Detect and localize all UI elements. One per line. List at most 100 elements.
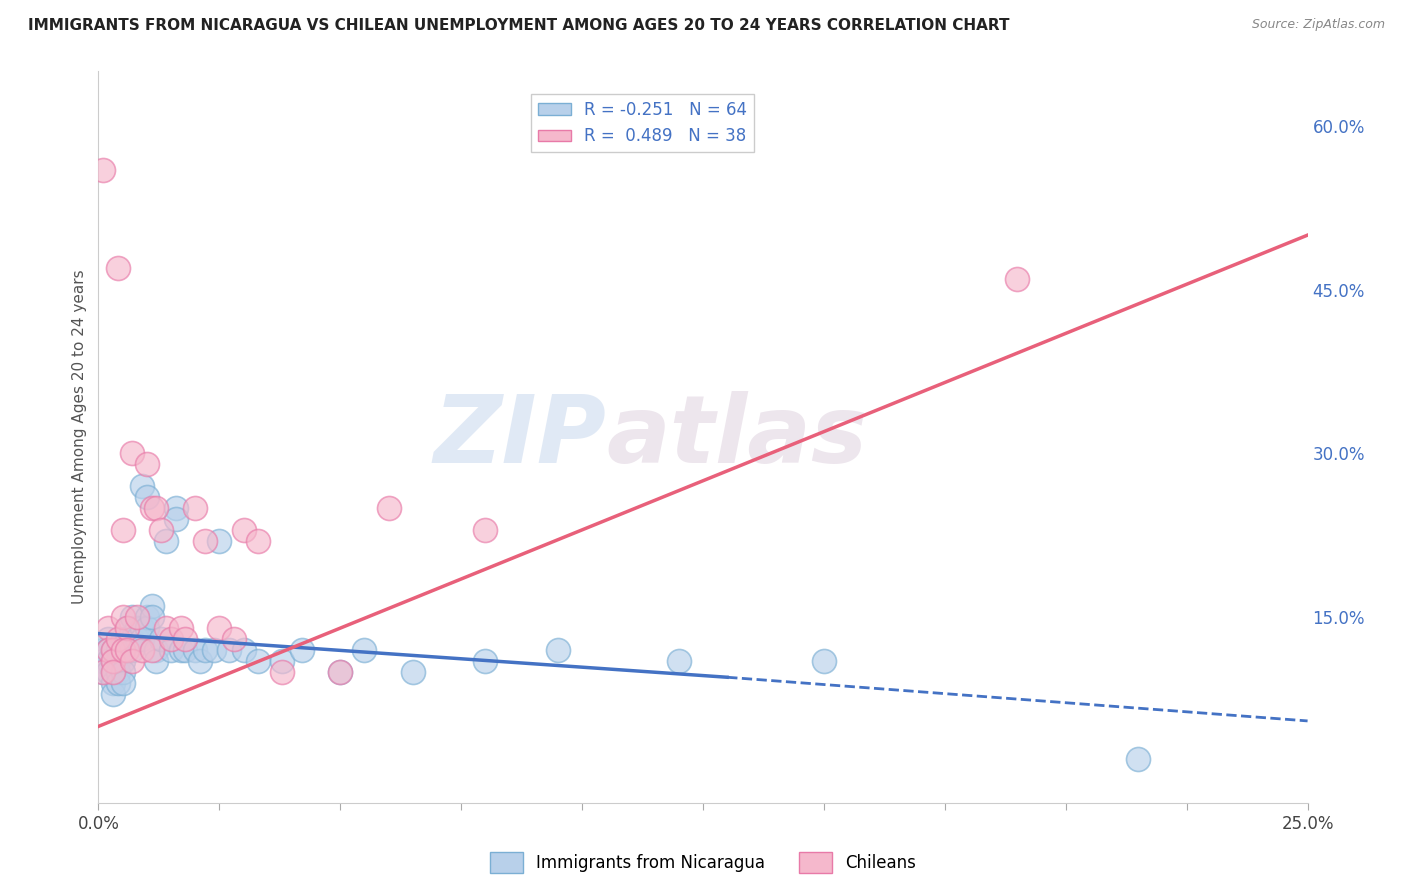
Legend: Immigrants from Nicaragua, Chileans: Immigrants from Nicaragua, Chileans [484, 846, 922, 880]
Point [107, 260, 129, 275]
Point [377, 501, 399, 516]
Point [271, 654, 294, 668]
Point [97, 643, 120, 657]
Point [127, 610, 149, 624]
Point [329, 665, 352, 679]
Point [111, 610, 134, 624]
Point [174, 643, 197, 657]
Point [208, 621, 231, 635]
Point [111, 632, 134, 646]
Point [101, 687, 124, 701]
Point [474, 523, 496, 537]
Point [353, 643, 375, 657]
Point [101, 654, 124, 668]
Point [135, 621, 157, 635]
Point [141, 610, 163, 624]
Point [174, 632, 197, 646]
Point [402, 665, 425, 679]
Point [165, 501, 187, 516]
Legend: R = -0.251   N = 64, R =  0.489   N = 38: R = -0.251 N = 64, R = 0.489 N = 38 [531, 95, 754, 152]
Point [97, 654, 120, 668]
Point [141, 643, 163, 657]
Point [91, 665, 114, 679]
Point [117, 643, 139, 657]
Point [194, 643, 217, 657]
Point [150, 632, 173, 646]
Point [107, 654, 129, 668]
Point [101, 643, 124, 657]
Point [111, 654, 134, 668]
Point [218, 643, 240, 657]
Point [121, 610, 143, 624]
Point [107, 665, 129, 679]
Point [131, 643, 153, 657]
Point [91, 162, 114, 177]
Point [169, 621, 191, 635]
Point [97, 665, 120, 679]
Point [91, 654, 114, 668]
Point [160, 643, 183, 657]
Point [290, 643, 312, 657]
Point [169, 643, 191, 657]
Point [184, 501, 207, 516]
Point [111, 675, 134, 690]
Point [101, 675, 124, 690]
Point [271, 665, 294, 679]
Point [247, 533, 270, 548]
Point [194, 533, 217, 548]
Point [232, 523, 254, 537]
Point [131, 621, 153, 635]
Point [813, 654, 835, 668]
Point [131, 479, 153, 493]
Point [121, 654, 143, 668]
Point [101, 654, 124, 668]
Point [141, 501, 163, 516]
Point [135, 490, 157, 504]
Point [141, 599, 163, 614]
Point [107, 632, 129, 646]
Point [131, 632, 153, 646]
Point [121, 446, 143, 460]
Point [474, 654, 496, 668]
Point [145, 643, 167, 657]
Point [247, 654, 270, 668]
Point [232, 643, 254, 657]
Point [107, 675, 129, 690]
Point [97, 632, 120, 646]
Point [127, 621, 149, 635]
Point [117, 621, 139, 635]
Point [204, 643, 226, 657]
Point [111, 643, 134, 657]
Point [145, 654, 167, 668]
Point [150, 523, 173, 537]
Point [1007, 272, 1029, 286]
Point [117, 632, 139, 646]
Point [121, 632, 143, 646]
Point [111, 643, 134, 657]
Point [329, 665, 352, 679]
Point [188, 654, 211, 668]
Point [668, 654, 690, 668]
Point [111, 665, 134, 679]
Point [91, 643, 114, 657]
Point [101, 665, 124, 679]
Text: Source: ZipAtlas.com: Source: ZipAtlas.com [1251, 18, 1385, 31]
Point [155, 533, 177, 548]
Point [107, 643, 129, 657]
Text: IMMIGRANTS FROM NICARAGUA VS CHILEAN UNEMPLOYMENT AMONG AGES 20 TO 24 YEARS CORR: IMMIGRANTS FROM NICARAGUA VS CHILEAN UNE… [28, 18, 1010, 33]
Point [222, 632, 245, 646]
Text: atlas: atlas [606, 391, 868, 483]
Text: ZIP: ZIP [433, 391, 606, 483]
Point [135, 610, 157, 624]
Point [101, 643, 124, 657]
Point [1128, 752, 1150, 766]
Point [208, 533, 231, 548]
Point [547, 643, 569, 657]
Point [165, 512, 187, 526]
Point [97, 621, 120, 635]
Point [135, 458, 157, 472]
Point [160, 632, 183, 646]
Point [111, 523, 134, 537]
Point [121, 643, 143, 657]
Point [91, 665, 114, 679]
